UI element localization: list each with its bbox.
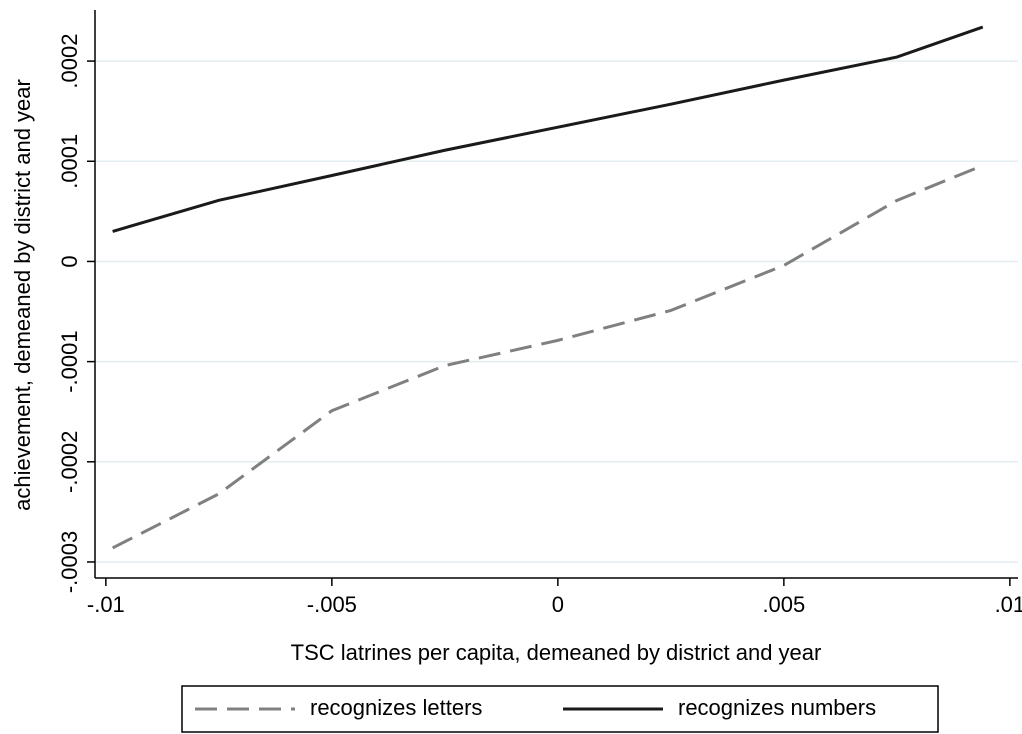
legend-label: recognizes numbers — [678, 695, 876, 720]
x-tick-label: 0 — [552, 592, 564, 617]
x-tick-label: -.005 — [307, 592, 357, 617]
series-line — [111, 164, 984, 550]
series-line — [112, 25, 984, 233]
legend-label: recognizes letters — [310, 695, 482, 720]
y-tick-label: -.0001 — [57, 330, 82, 392]
y-tick-label: 0 — [57, 255, 82, 267]
y-tick-label: -.0003 — [57, 531, 82, 593]
y-tick-label: -.0002 — [57, 431, 82, 493]
y-axis-title: achievement, demeaned by district and ye… — [10, 79, 35, 511]
legend-box — [181, 685, 939, 733]
x-axis-title: TSC latrines per capita, demeaned by dis… — [291, 640, 822, 665]
x-tick-label: -.01 — [87, 592, 125, 617]
x-tick-label: .01 — [995, 592, 1022, 617]
y-tick-label: .0002 — [57, 34, 82, 89]
y-tick-label: .0001 — [57, 134, 82, 189]
x-tick-label: .005 — [762, 592, 805, 617]
